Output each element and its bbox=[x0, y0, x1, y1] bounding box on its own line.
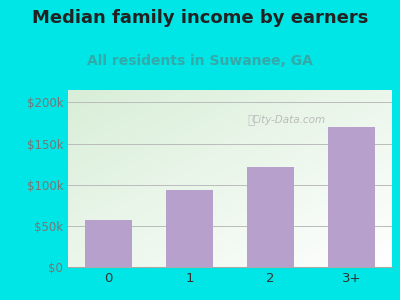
Text: City-Data.com: City-Data.com bbox=[251, 115, 325, 125]
Bar bbox=[166, 190, 213, 267]
Bar bbox=[328, 127, 375, 267]
Bar bbox=[247, 167, 294, 267]
Bar bbox=[85, 220, 132, 267]
Text: ⓘ: ⓘ bbox=[247, 114, 255, 127]
Text: All residents in Suwanee, GA: All residents in Suwanee, GA bbox=[87, 54, 313, 68]
Text: Median family income by earners: Median family income by earners bbox=[32, 9, 368, 27]
